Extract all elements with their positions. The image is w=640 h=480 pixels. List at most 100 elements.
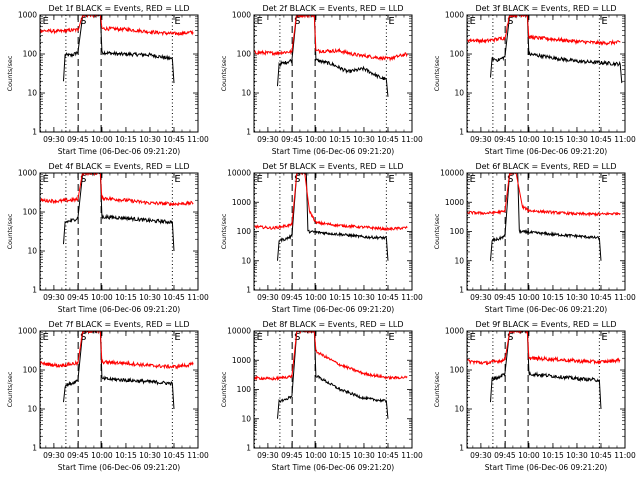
x-tick-label: 09:30 (257, 135, 279, 144)
x-tick-label: 11:00 (614, 451, 636, 460)
time-marker-label: E (388, 174, 394, 185)
y-tick-label: 10 (27, 89, 37, 98)
time-marker-label: E (174, 332, 180, 343)
panel-title: Det 7f BLACK = Events, RED = LLD (48, 320, 189, 329)
y-tick-label: 1000 (18, 327, 37, 336)
y-tick-label: 100 (450, 227, 465, 236)
x-tick-label: 10:30 (566, 451, 588, 460)
y-tick-label: 1000 (18, 11, 37, 20)
x-tick-label: 09:30 (257, 451, 279, 460)
x-tick-label: 10:45 (163, 135, 185, 144)
x-tick-label: 11:00 (614, 293, 636, 302)
panel-title: Det 2f BLACK = Events, RED = LLD (262, 4, 403, 13)
y-tick-label: 10000 (227, 327, 251, 336)
events-series-line (62, 15, 175, 84)
detector-panel: Det 6f BLACK = Events, RED = LLD Counts/s… (433, 162, 636, 314)
x-tick-label: 10:00 (91, 451, 113, 460)
lld-series-line (467, 173, 621, 218)
time-marker-label: E (43, 174, 49, 185)
plot-frame (466, 330, 626, 449)
time-marker-label: E (470, 16, 476, 27)
time-marker-label: E (43, 16, 49, 27)
events-series-line (276, 173, 389, 261)
time-marker-label: E (174, 174, 180, 185)
x-tick-label: 10:30 (353, 451, 375, 460)
x-tick-label: 10:30 (566, 135, 588, 144)
x-tick-label: 10:00 (518, 135, 540, 144)
x-tick-label: 10:00 (91, 135, 113, 144)
x-tick-label: 09:45 (67, 135, 89, 144)
plot-frame (39, 330, 199, 449)
x-axis-label: Start Time (06-Dec-06 09:21:20) (58, 463, 180, 472)
time-marker-label: E (601, 16, 607, 27)
panel-title: Det 9f BLACK = Events, RED = LLD (475, 320, 616, 329)
x-tick-label: 10:45 (377, 135, 399, 144)
x-tick-label: 10:15 (329, 293, 351, 302)
y-tick-label: 10 (241, 256, 251, 265)
y-tick-label: 1 (246, 444, 251, 453)
y-axis-label: Counts/sec (6, 55, 14, 91)
time-marker-label: S (507, 16, 513, 27)
plot-frame (466, 172, 626, 291)
y-tick-label: 10 (241, 414, 251, 423)
lld-series-line (467, 331, 621, 366)
x-axis-label: Start Time (06-Dec-06 09:21:20) (272, 147, 394, 156)
y-tick-label: 10 (27, 405, 37, 414)
lld-series-line (40, 15, 194, 37)
detector-panel: Det 8f BLACK = Events, RED = LLD Counts/s… (220, 320, 423, 472)
y-tick-label: 1000 (18, 169, 37, 178)
y-tick-label: 1 (246, 286, 251, 295)
x-tick-label: 10:45 (590, 293, 612, 302)
x-tick-label: 10:30 (139, 135, 161, 144)
x-tick-label: 10:00 (305, 293, 327, 302)
y-tick-label: 1000 (445, 198, 464, 207)
y-tick-label: 100 (450, 50, 465, 59)
y-tick-label: 100 (23, 208, 38, 217)
detector-panel: Det 1f BLACK = Events, RED = LLD Counts/s… (6, 4, 209, 156)
lld-series-line (467, 15, 621, 46)
x-tick-label: 10:00 (91, 293, 113, 302)
y-tick-label: 10 (241, 89, 251, 98)
x-tick-label: 10:00 (518, 293, 540, 302)
x-tick-label: 10:15 (542, 135, 564, 144)
plot-frame (39, 172, 199, 291)
detector-panel: Det 5f BLACK = Events, RED = LLD Counts/s… (220, 162, 423, 314)
x-tick-label: 09:30 (470, 293, 492, 302)
time-marker-label: S (507, 174, 513, 185)
events-series-line (276, 331, 389, 419)
x-tick-label: 09:30 (43, 135, 65, 144)
panel-title: Det 1f BLACK = Events, RED = LLD (48, 4, 189, 13)
time-marker-label: E (601, 332, 607, 343)
y-axis-label: Counts/sec (220, 371, 228, 407)
x-tick-label: 10:15 (115, 135, 137, 144)
x-tick-label: 10:45 (163, 451, 185, 460)
x-tick-label: 10:30 (566, 293, 588, 302)
time-marker-label: E (257, 174, 263, 185)
y-tick-label: 10000 (227, 169, 251, 178)
x-tick-label: 11:00 (401, 293, 423, 302)
x-tick-label: 09:45 (281, 135, 303, 144)
time-marker-label: S (507, 332, 513, 343)
x-tick-label: 09:30 (43, 293, 65, 302)
x-tick-label: 10:30 (139, 451, 161, 460)
x-tick-label: 09:45 (281, 451, 303, 460)
x-tick-label: 09:45 (494, 451, 516, 460)
x-tick-label: 10:30 (353, 135, 375, 144)
time-marker-label: S (80, 174, 86, 185)
y-tick-label: 100 (23, 50, 38, 59)
x-tick-label: 09:30 (257, 293, 279, 302)
x-tick-label: 09:45 (494, 135, 516, 144)
y-tick-label: 10 (454, 89, 464, 98)
detector-panel: Det 9f BLACK = Events, RED = LLD Counts/s… (433, 320, 636, 472)
x-axis-label: Start Time (06-Dec-06 09:21:20) (485, 463, 607, 472)
x-axis-label: Start Time (06-Dec-06 09:21:20) (485, 305, 607, 314)
y-tick-label: 100 (237, 50, 252, 59)
y-axis-label: Counts/sec (6, 371, 14, 407)
lld-series-line (40, 331, 194, 370)
detector-panel: Det 4f BLACK = Events, RED = LLD Counts/s… (6, 162, 209, 314)
x-tick-label: 09:45 (494, 293, 516, 302)
x-tick-label: 11:00 (187, 451, 209, 460)
y-axis-label: Counts/sec (433, 213, 441, 249)
panel-title: Det 3f BLACK = Events, RED = LLD (475, 4, 616, 13)
